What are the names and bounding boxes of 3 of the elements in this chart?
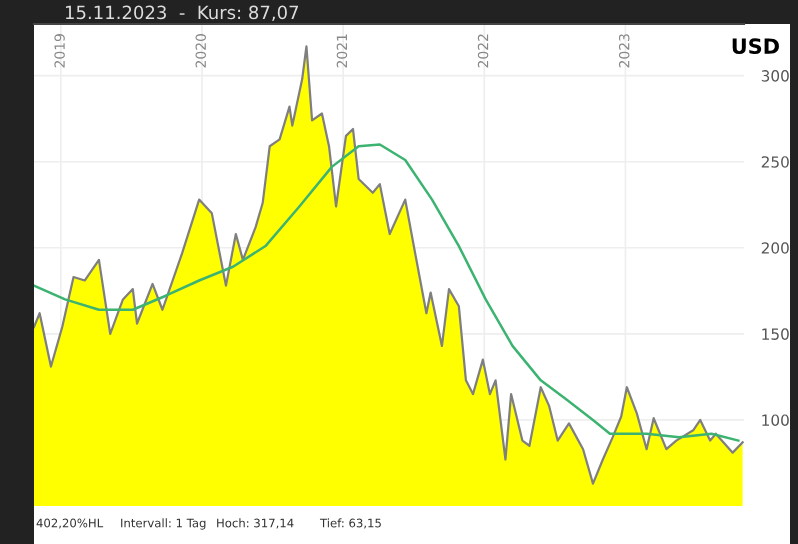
y-axis-title: USD [732, 38, 779, 55]
chart-title: 15.11.2023 - Kurs: 87,07 [65, 5, 299, 22]
line-series [34, 143, 740, 442]
